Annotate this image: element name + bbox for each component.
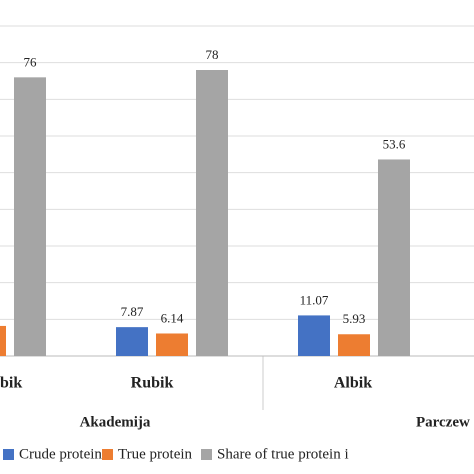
x-tick-label: bik (0, 375, 22, 392)
legend-swatch (201, 449, 212, 460)
legend-swatch (102, 449, 113, 460)
x-tick-label: Albik (334, 375, 372, 392)
legend-label: Share of true protein i (217, 446, 349, 462)
bar (378, 159, 410, 356)
bar (298, 315, 330, 356)
x-tick-label: Rubik (131, 375, 174, 392)
bar (156, 333, 188, 356)
bar (0, 325, 6, 356)
value-label: 6.14 (161, 310, 184, 325)
value-label: 76 (24, 54, 38, 69)
bar (196, 70, 228, 356)
value-label: 78 (206, 47, 219, 62)
group-label: Parczew (416, 414, 470, 430)
legend-label: Crude protein (19, 446, 102, 462)
group-label: Akademija (80, 414, 151, 430)
bar (116, 327, 148, 356)
value-label: 7.87 (121, 304, 144, 319)
value-label: 11.07 (300, 292, 329, 307)
value-label: 5.93 (343, 311, 366, 326)
bar (338, 334, 370, 356)
bar (14, 77, 46, 356)
legend-swatch (3, 449, 14, 460)
legend-label: True protein (118, 446, 193, 462)
value-label: 53.6 (383, 136, 406, 151)
